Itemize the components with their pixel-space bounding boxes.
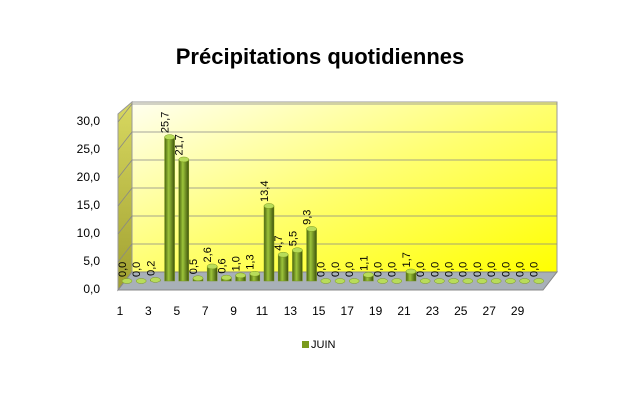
bar-top bbox=[221, 274, 232, 281]
x-tick-label: 19 bbox=[369, 304, 383, 318]
y-tick-label: 20,0 bbox=[77, 170, 101, 184]
value-label: 0,0 bbox=[486, 262, 498, 277]
value-label: 2,6 bbox=[202, 247, 214, 262]
x-tick-label: 1 bbox=[117, 304, 124, 318]
bar-top bbox=[164, 134, 175, 140]
bar bbox=[164, 136, 175, 282]
grid-line bbox=[117, 243, 557, 263]
grid-line bbox=[117, 215, 557, 235]
y-tick-label: 15,0 bbox=[77, 198, 101, 212]
y-tick-label: 25,0 bbox=[77, 142, 101, 156]
bar-top bbox=[292, 247, 303, 253]
x-tick-label: 13 bbox=[284, 304, 298, 318]
value-label: 1,0 bbox=[231, 256, 243, 271]
grid-line bbox=[117, 103, 557, 123]
value-label: 0,0 bbox=[387, 262, 399, 277]
x-tick-label: 9 bbox=[230, 304, 237, 318]
x-tick-label: 7 bbox=[202, 304, 209, 318]
value-label: 0,5 bbox=[188, 259, 200, 274]
bar-top bbox=[206, 263, 218, 270]
value-label: 0,0 bbox=[415, 262, 427, 277]
x-tick-label: 11 bbox=[256, 304, 269, 318]
x-tick-label: 5 bbox=[173, 304, 180, 318]
value-label: 5,5 bbox=[287, 231, 299, 246]
value-label: 1,1 bbox=[358, 256, 370, 271]
bar-top bbox=[235, 272, 246, 279]
value-label: 4,7 bbox=[273, 235, 285, 250]
value-label: 0,0 bbox=[330, 262, 342, 277]
value-label: 0,0 bbox=[373, 262, 385, 277]
bar bbox=[277, 254, 289, 282]
value-label: 1,7 bbox=[401, 252, 413, 267]
x-tick-label: 17 bbox=[341, 304, 355, 318]
grid-line bbox=[117, 187, 557, 207]
y-tick-label: 0,0 bbox=[83, 282, 100, 296]
bar-top bbox=[277, 251, 289, 258]
chart-title: Précipitations quotidiennes bbox=[176, 44, 464, 69]
value-label: 0,0 bbox=[344, 262, 356, 277]
value-label: 0,2 bbox=[145, 261, 157, 276]
value-label: 0,0 bbox=[444, 262, 456, 277]
back-wall bbox=[131, 101, 558, 273]
bar bbox=[292, 249, 303, 282]
bar-top bbox=[363, 272, 374, 278]
value-label: 0,0 bbox=[429, 262, 441, 277]
bar-top bbox=[121, 278, 133, 284]
value-label: 13,4 bbox=[259, 181, 271, 202]
value-label: 0,0 bbox=[529, 262, 541, 277]
value-label: 0,0 bbox=[316, 262, 328, 277]
bar-top bbox=[150, 277, 161, 283]
bar-top bbox=[249, 270, 261, 277]
bar-top bbox=[519, 278, 530, 284]
bar-top bbox=[178, 156, 190, 163]
bar-top bbox=[334, 278, 346, 284]
grid-line bbox=[117, 159, 557, 179]
x-tick-label: 3 bbox=[145, 304, 152, 318]
value-label: 0,0 bbox=[117, 262, 129, 277]
bar-top bbox=[263, 203, 275, 209]
value-label: 21,7 bbox=[174, 134, 186, 155]
bar-top bbox=[135, 278, 147, 284]
value-label: 0,6 bbox=[216, 258, 228, 273]
bar-top bbox=[391, 278, 403, 284]
y-tick-label: 5,0 bbox=[83, 254, 100, 268]
x-tick-label: 15 bbox=[312, 304, 326, 318]
value-label: 25,7 bbox=[160, 112, 172, 133]
grid-line bbox=[117, 131, 557, 151]
value-label: 9,3 bbox=[302, 210, 314, 225]
legend-label: JUIN bbox=[311, 339, 336, 351]
value-label: 0,0 bbox=[472, 262, 484, 277]
legend-swatch bbox=[302, 341, 309, 348]
bar-top bbox=[320, 278, 332, 284]
bar-top bbox=[533, 278, 545, 284]
bar-top bbox=[405, 268, 417, 275]
bar-top bbox=[505, 278, 516, 284]
value-label: 0,0 bbox=[131, 262, 143, 277]
bar-top bbox=[419, 278, 431, 284]
bar-top bbox=[434, 278, 445, 284]
x-tick-label: 25 bbox=[454, 304, 468, 318]
value-label: 0,0 bbox=[500, 262, 512, 277]
value-label: 1,3 bbox=[245, 254, 257, 269]
bar-top bbox=[377, 278, 388, 284]
bar-top bbox=[306, 226, 317, 232]
bar-top bbox=[462, 278, 474, 284]
x-tick-label: 27 bbox=[483, 304, 497, 318]
x-tick-label: 29 bbox=[511, 304, 525, 318]
bar-top bbox=[348, 278, 360, 284]
bar-top bbox=[490, 278, 502, 284]
bar-top bbox=[448, 278, 459, 284]
value-label: 0,0 bbox=[458, 262, 470, 277]
x-tick-label: 21 bbox=[397, 304, 411, 318]
x-tick-label: 23 bbox=[426, 304, 440, 318]
value-label: 0,0 bbox=[515, 262, 527, 277]
bar-top bbox=[476, 278, 488, 284]
y-tick-label: 30,0 bbox=[77, 114, 101, 128]
bar-top bbox=[192, 275, 204, 281]
y-tick-label: 10,0 bbox=[77, 226, 101, 240]
